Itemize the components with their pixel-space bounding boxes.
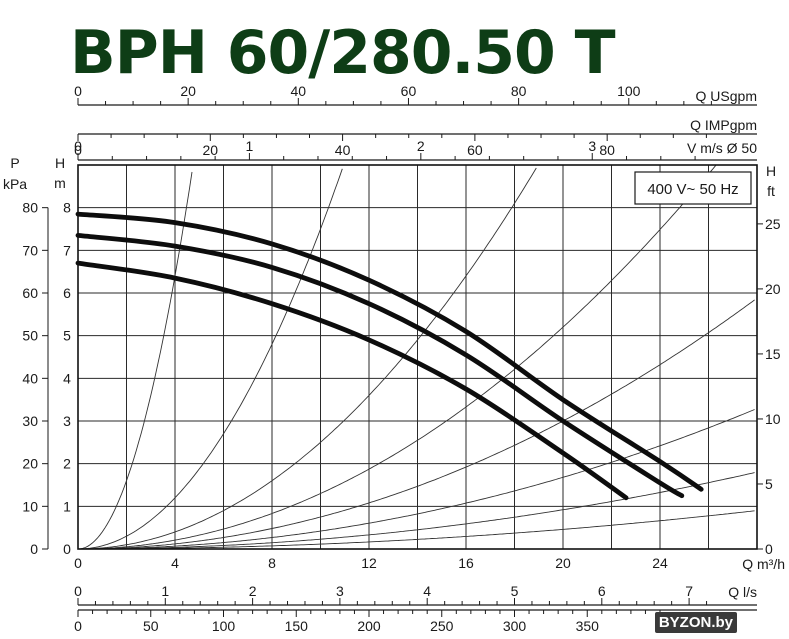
h-ft-tick-label: 25 (765, 216, 781, 232)
h-ft-tick-label: 10 (765, 411, 781, 427)
p-axis-unit: kPa (3, 176, 27, 192)
h-ft-axis-label: H (766, 163, 776, 179)
p-kpa-tick-label: 50 (22, 328, 38, 344)
h-m-tick-label: 1 (63, 498, 71, 514)
h-ft-tick-label: 15 (765, 346, 781, 362)
series-group (75, 211, 704, 501)
h-ft-tick-label: 5 (765, 476, 773, 492)
system-curve (78, 472, 755, 550)
usgpm-axis-axis-label: Q USgpm (696, 88, 757, 104)
h-ft-tick-label: 20 (765, 281, 781, 297)
usgpm-axis-tick-label: 100 (617, 83, 641, 99)
velocity-axis-tick-label: 1 (246, 138, 254, 154)
q-ls-axis-axis-label: Q l/s (728, 584, 757, 600)
p-kpa-tick-label: 70 (22, 242, 38, 258)
p-kpa-tick-label: 0 (30, 541, 38, 557)
pump-curve (75, 233, 685, 499)
chart-title: BPH 60/280.50 T (70, 18, 616, 88)
h-m-tick-label: 4 (63, 370, 71, 386)
h-m-tick-label: 8 (63, 200, 71, 216)
supply-note-box: 400 V~ 50 Hz (634, 171, 752, 205)
usgpm-axis-tick-label: 0 (74, 83, 82, 99)
impgpm-axis-tick-label: 20 (203, 142, 219, 158)
system-curve (78, 165, 717, 550)
h-m-tick-label: 7 (63, 242, 71, 258)
q-ls-axis-tick-label: 6 (598, 583, 606, 599)
system-curve (78, 168, 343, 550)
velocity-axis-tick-label: 0 (74, 138, 82, 154)
p-kpa-tick-label: 10 (22, 498, 38, 514)
system-curve (78, 167, 537, 550)
q-ls-axis-tick-label: 2 (249, 583, 257, 599)
usgpm-axis-tick-label: 80 (511, 83, 527, 99)
usgpm-axis-tick-label: 20 (180, 83, 196, 99)
h-m-axis-unit: m (54, 175, 66, 191)
q-ls-axis-tick-label: 4 (423, 583, 431, 599)
q-m3h-axis-label: Q m³/h (742, 556, 785, 572)
usgpm-axis-tick-label: 40 (291, 83, 307, 99)
q-lmin-axis-tick-label: 0 (74, 618, 82, 634)
q-lmin-axis-tick-label: 150 (285, 618, 309, 634)
pump-curve (75, 260, 629, 501)
q-lmin-axis-tick-label: 250 (430, 618, 454, 634)
p-kpa-tick-label: 20 (22, 456, 38, 472)
q-m3h-tick-label: 12 (361, 555, 377, 571)
q-ls-axis-tick-label: 7 (685, 583, 693, 599)
q-ls-axis-tick-label: 5 (511, 583, 519, 599)
plot-frame (77, 164, 758, 550)
q-lmin-axis-tick-label: 300 (503, 618, 527, 634)
h-m-tick-label: 3 (63, 413, 71, 429)
q-lmin-axis-tick-label: 100 (212, 618, 236, 634)
p-kpa-tick-label: 60 (22, 285, 38, 301)
q-m3h-tick-label: 20 (555, 555, 571, 571)
impgpm-axis-tick-label: 60 (467, 142, 483, 158)
system-curve (78, 510, 755, 550)
system-curve (78, 299, 755, 550)
p-kpa-tick-label: 40 (22, 370, 38, 386)
p-kpa-tick-label: 30 (22, 413, 38, 429)
impgpm-axis-axis-label: Q IMPgpm (690, 117, 757, 133)
bottom-axes-group: 0 4 8 12 16 20 24 Q m³/h0 1 2 3 4 5 6 7 Q l/s0 50 100 150 2… (74, 555, 785, 634)
system-curve (77, 171, 193, 550)
watermark-logo: BYZON.by (654, 612, 737, 633)
q-m3h-tick-label: 24 (652, 555, 668, 571)
impgpm-axis-tick-label: 80 (599, 142, 615, 158)
plot-border (77, 164, 758, 550)
right-axis-group: 0 5 10 15 20 25 Hft (757, 163, 781, 557)
p-kpa-tick-label: 80 (22, 200, 38, 216)
q-lmin-axis-tick-label: 350 (576, 618, 600, 634)
pump-curve (75, 211, 704, 492)
q-ls-axis-tick-label: 3 (336, 583, 344, 599)
impgpm-axis-tick-label: 40 (335, 142, 351, 158)
h-ft-axis-unit: ft (767, 183, 775, 199)
velocity-axis-tick-label: 3 (588, 138, 596, 154)
velocity-axis-axis-label: V m/s Ø 50 (687, 140, 757, 156)
top-axes-group: 0 20 40 60 80 100 Q USgpm 0 20 40 60 80 Q IMPgpm 0 1 2 3… (74, 83, 757, 161)
q-lmin-axis-tick-label: 200 (357, 618, 381, 634)
h-m-tick-label: 0 (63, 541, 71, 557)
q-m3h-tick-label: 0 (74, 555, 82, 571)
p-axis-label: P (10, 155, 19, 171)
impgpm-axis-tick-label: 0 (74, 142, 82, 158)
q-lmin-axis-tick-label: 50 (143, 618, 159, 634)
h-m-tick-label: 5 (63, 328, 71, 344)
h-ft-tick-label: 0 (765, 541, 773, 557)
h-m-axis-label: H (55, 155, 65, 171)
q-ls-axis-tick-label: 1 (161, 583, 169, 599)
q-m3h-tick-label: 8 (268, 555, 276, 571)
q-m3h-tick-label: 4 (171, 555, 179, 571)
usgpm-axis-tick-label: 60 (401, 83, 417, 99)
q-m3h-tick-label: 16 (458, 555, 474, 571)
h-m-tick-label: 2 (63, 456, 71, 472)
velocity-axis-tick-label: 2 (417, 138, 425, 154)
h-m-tick-label: 6 (63, 285, 71, 301)
supply-note-frame (634, 171, 752, 205)
supply-note-text: 400 V~ 50 Hz (647, 181, 738, 198)
q-ls-axis-tick-label: 0 (74, 583, 82, 599)
